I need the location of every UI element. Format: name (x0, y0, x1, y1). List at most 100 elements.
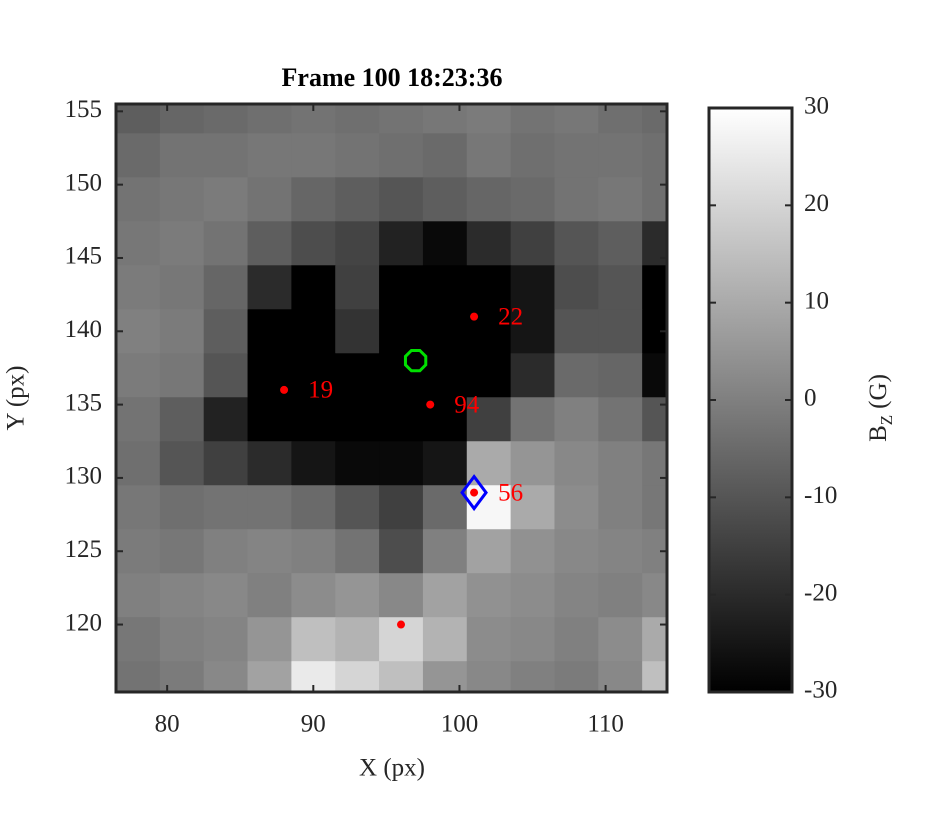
heatmap-cell (422, 221, 468, 266)
heatmap-cell (247, 573, 292, 618)
colorbar-label: BZ (G) (865, 374, 896, 442)
colorbar-tick-label: 20 (804, 190, 829, 217)
heatmap-cell (203, 221, 249, 266)
heatmap-cell (554, 177, 599, 222)
heatmap-cell (116, 265, 161, 310)
hexagon-marker (403, 348, 428, 373)
heatmap-cell (598, 617, 643, 662)
heatmap-cell (598, 265, 643, 310)
colorbar-label-main: B (865, 425, 892, 442)
heatmap-cell (116, 177, 161, 222)
heatmap-cell (291, 485, 336, 530)
heatmap-cell (203, 309, 249, 354)
heatmap-cell (466, 573, 512, 618)
heatmap-cell (291, 221, 336, 266)
heatmap-cell (335, 529, 380, 574)
y-tick-label: 140 (65, 316, 103, 343)
heatmap-cell (159, 309, 205, 354)
heatmap-cell (335, 104, 380, 134)
heatmap-cell (554, 529, 599, 574)
heatmap-cell (422, 441, 468, 486)
heatmap-cell (598, 529, 643, 574)
heatmap-cell (335, 133, 380, 178)
heatmap-cell (159, 617, 205, 662)
heatmap-cell (159, 265, 205, 310)
heatmap-cell (642, 265, 667, 310)
y-tick-label: 130 (65, 463, 103, 490)
heatmap-cell (335, 309, 380, 354)
heatmap-cell (247, 221, 292, 266)
heatmap-cell (642, 221, 667, 266)
heatmap-cell (247, 265, 292, 310)
heatmap-cell (422, 573, 468, 618)
colorbar-tick-label: -10 (804, 482, 837, 509)
heatmap-cell (598, 485, 643, 530)
heatmap-cell (203, 485, 249, 530)
heatmap-cell (116, 485, 161, 530)
heatmap-cell (554, 104, 599, 134)
heatmap-cell (466, 265, 512, 310)
heatmap-cell (247, 177, 292, 222)
colorbar-label-unit: (G) (865, 374, 892, 409)
point (470, 488, 479, 497)
heatmap-cell (466, 177, 512, 222)
heatmap-cell (598, 133, 643, 178)
heatmap-cell (203, 133, 249, 178)
point (470, 312, 479, 321)
x-tick-label: 90 (301, 711, 326, 738)
heatmap-cell (203, 397, 249, 442)
x-axis-label: X (px) (359, 755, 425, 782)
heatmap-cell (598, 573, 643, 618)
point-label: 94 (454, 391, 480, 418)
point (397, 620, 405, 629)
y-tick-label: 135 (65, 389, 103, 416)
heatmap-cell (291, 133, 336, 178)
heatmap-cell (466, 397, 512, 442)
heatmap-cell (335, 221, 380, 266)
heatmap-cell (466, 617, 512, 662)
heatmap-cell (554, 133, 599, 178)
heatmap-cell (379, 661, 424, 692)
heatmap-cell (598, 221, 643, 266)
heatmap-cell (598, 177, 643, 222)
heatmap-cell (116, 661, 161, 692)
heatmap-cell (159, 104, 205, 134)
heatmap-cell (379, 177, 424, 222)
heatmap-cell (379, 485, 424, 530)
colorbar-tick-label: 10 (804, 287, 829, 314)
point-label: 22 (498, 303, 523, 330)
y-axis-label: Y (px) (3, 365, 30, 430)
heatmap-cell (510, 441, 555, 486)
heatmap-cell (116, 573, 161, 618)
heatmap-cell (554, 309, 599, 354)
heatmap-cell (247, 397, 292, 442)
heatmap-cell (422, 353, 468, 398)
heatmap-cell (422, 177, 468, 222)
point (280, 385, 289, 394)
heatmap-cell (379, 397, 424, 442)
heatmap-cell (510, 177, 555, 222)
heatmap-cell (116, 441, 161, 486)
heatmap-cell (203, 573, 249, 618)
heatmap-cell (335, 661, 380, 692)
heatmap-cell (291, 573, 336, 618)
colorbar-tick-label: 30 (804, 93, 829, 120)
heatmap-cell (598, 661, 643, 692)
heatmap-cell (554, 661, 599, 692)
heatmap-cell (203, 529, 249, 574)
heatmap-cell (159, 177, 205, 222)
heatmap-cell (247, 485, 292, 530)
colorbar-tick-label: -20 (804, 579, 837, 606)
heatmap-cell (422, 661, 468, 692)
heatmap-cell (510, 397, 555, 442)
heatmap-cell (203, 441, 249, 486)
heatmap-cell (335, 573, 380, 618)
heatmap-cell (422, 529, 468, 574)
plot-frame (114, 102, 669, 694)
heatmap-cell (466, 221, 512, 266)
heatmap-cell (510, 265, 555, 310)
heatmap-cell (291, 104, 336, 134)
heatmap-cell (422, 485, 468, 530)
x-tick-label: 100 (441, 711, 479, 738)
heatmap-cell (554, 441, 599, 486)
